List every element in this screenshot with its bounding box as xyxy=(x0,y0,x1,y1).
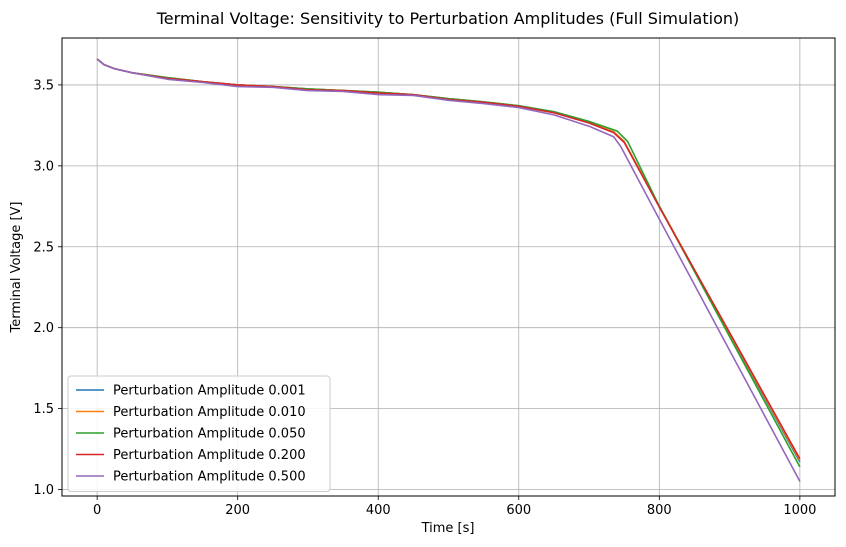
y-tick-label: 1.5 xyxy=(33,402,54,417)
legend-entry: Perturbation Amplitude 0.010 xyxy=(113,405,306,420)
y-tick-label: 1.0 xyxy=(33,483,54,498)
y-tick-label: 3.0 xyxy=(33,159,54,174)
x-tick-label: 800 xyxy=(647,503,672,518)
x-tick-label: 0 xyxy=(93,503,101,518)
y-tick-label: 2.5 xyxy=(33,240,54,255)
x-axis-ticks: 0 200 400 600 800 1000 xyxy=(93,496,816,518)
x-axis-label: Time [s] xyxy=(421,521,475,536)
y-axis-ticks: 1.0 1.5 2.0 2.5 3.0 3.5 xyxy=(33,78,62,498)
legend-entry: Perturbation Amplitude 0.001 xyxy=(113,384,306,399)
x-tick-label: 200 xyxy=(225,503,250,518)
series-line-5 xyxy=(96,58,801,482)
y-tick-label: 2.0 xyxy=(33,321,54,336)
y-axis-label: Terminal Voltage [V] xyxy=(9,201,24,333)
x-tick-label: 600 xyxy=(506,503,531,518)
chart-title: Terminal Voltage: Sensitivity to Perturb… xyxy=(156,9,739,28)
x-tick-label: 400 xyxy=(366,503,391,518)
legend-entry: Perturbation Amplitude 0.050 xyxy=(113,427,306,442)
legend-box xyxy=(67,375,331,492)
legend-entry: Perturbation Amplitude 0.200 xyxy=(113,448,306,463)
series-lines xyxy=(96,58,801,482)
legend-entry: Perturbation Amplitude 0.500 xyxy=(113,470,306,485)
legend: Perturbation Amplitude 0.001 Perturbation… xyxy=(67,375,331,492)
plot-area-frame xyxy=(61,37,836,497)
y-tick-label: 3.5 xyxy=(33,78,54,93)
x-tick-label: 1000 xyxy=(783,503,816,518)
